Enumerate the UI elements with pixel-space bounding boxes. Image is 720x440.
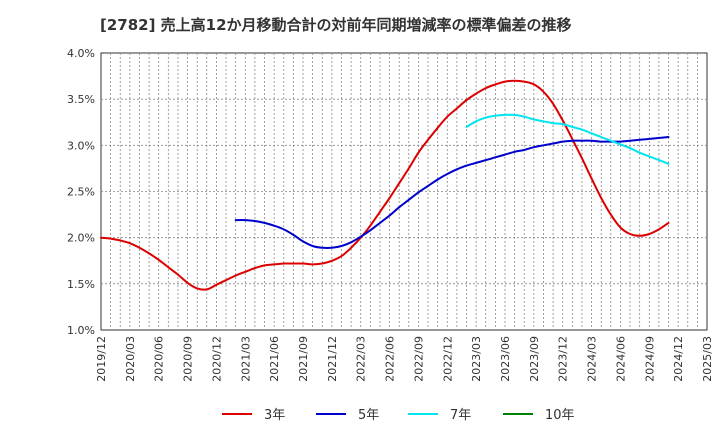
x-tick-label: 2024/12 bbox=[672, 336, 685, 382]
y-tick-label: 2.0% bbox=[67, 232, 95, 245]
x-tick-label: 2025/03 bbox=[701, 336, 714, 382]
x-tick-label: 2022/12 bbox=[441, 336, 454, 382]
x-tick-label: 2020/03 bbox=[124, 336, 137, 382]
x-tick-label: 2019/12 bbox=[95, 336, 108, 382]
legend-label-5年: 5年 bbox=[358, 408, 379, 423]
x-axis-ticks: 2019/12 2020/03 2020/06 2020/09 2020/12 2021/… bbox=[95, 336, 714, 382]
y-tick-label: 1.5% bbox=[67, 278, 95, 291]
y-axis-ticks: 1.0% 1.5% 2.0% 2.5% 3.0% 3.5% 4.0% bbox=[67, 47, 95, 337]
x-tick-label: 2020/09 bbox=[182, 336, 195, 382]
legend-label-10年: 10年 bbox=[545, 408, 575, 423]
y-tick-label: 3.0% bbox=[67, 139, 95, 152]
plot-area bbox=[100, 52, 708, 331]
grid-lines bbox=[101, 53, 707, 330]
x-tick-label: 2022/06 bbox=[384, 336, 397, 382]
chart-title: [2782] 売上高12か月移動合計の対前年同期増減率の標準偏差の推移 bbox=[100, 16, 572, 34]
series-line-5年 bbox=[234, 136, 670, 250]
plot-frame bbox=[100, 52, 708, 331]
y-tick-label: 1.0% bbox=[67, 324, 95, 337]
x-tick-label: 2021/12 bbox=[326, 336, 339, 382]
y-tick-label: 4.0% bbox=[67, 47, 95, 60]
x-tick-label: 2023/06 bbox=[499, 336, 512, 382]
legend: 3年 5年 7年 10年 bbox=[222, 408, 575, 423]
x-tick-label: 2020/06 bbox=[153, 336, 166, 382]
series-line-7年 bbox=[465, 113, 670, 165]
x-tick-label: 2024/09 bbox=[643, 336, 656, 382]
x-tick-label: 2020/12 bbox=[210, 336, 223, 382]
legend-label-3年: 3年 bbox=[264, 408, 285, 423]
y-tick-label: 2.5% bbox=[67, 186, 95, 199]
x-tick-label: 2024/03 bbox=[586, 336, 599, 382]
x-tick-label: 2024/06 bbox=[614, 336, 627, 382]
x-tick-label: 2023/03 bbox=[470, 336, 483, 382]
x-tick-label: 2021/06 bbox=[268, 336, 281, 382]
x-tick-label: 2022/09 bbox=[412, 336, 425, 382]
y-tick-label: 3.5% bbox=[67, 93, 95, 106]
series-lines bbox=[100, 79, 670, 291]
legend-label-7年: 7年 bbox=[450, 408, 471, 423]
x-tick-label: 2023/09 bbox=[528, 336, 541, 382]
x-tick-label: 2021/09 bbox=[297, 336, 310, 382]
x-tick-label: 2022/03 bbox=[355, 336, 368, 382]
x-tick-label: 2023/12 bbox=[557, 336, 570, 382]
x-tick-label: 2021/03 bbox=[239, 336, 252, 382]
